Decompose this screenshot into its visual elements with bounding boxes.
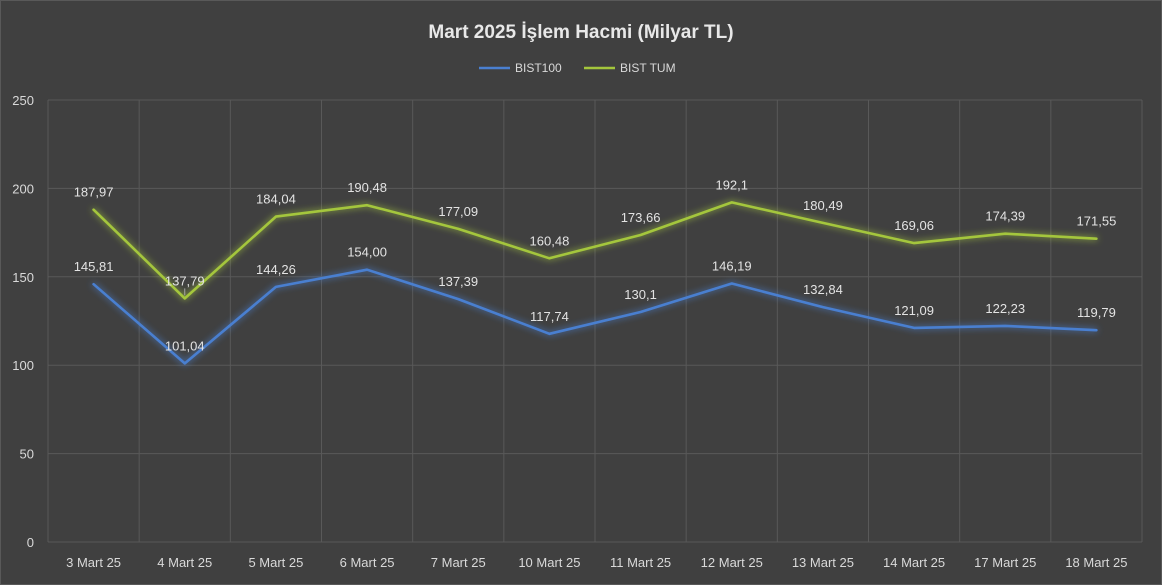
data-label: 169,06: [894, 218, 934, 233]
legend-label-1: BIST TUM: [620, 61, 676, 75]
data-label: 137,39: [438, 274, 478, 289]
x-tick-label: 6 Mart 25: [340, 555, 395, 570]
y-tick-label: 100: [12, 358, 34, 373]
x-axis: 3 Mart 25 4 Mart 25 5 Mart 25 6 Mart 25 7 Ma…: [66, 555, 1127, 570]
data-label: 119,79: [1077, 305, 1116, 320]
x-tick-label: 3 Mart 25: [66, 555, 121, 570]
y-tick-label: 200: [12, 181, 34, 196]
series-lines: [92, 201, 1098, 365]
x-tick-label: 17 Mart 25: [974, 555, 1036, 570]
x-tick-label: 11 Mart 25: [610, 555, 671, 570]
series-line-bist-tum: [92, 201, 1098, 300]
data-label: 121,09: [894, 303, 934, 318]
data-label: 132,84: [803, 282, 843, 297]
data-label: 122,23: [985, 301, 1025, 316]
x-tick-label: 7 Mart 25: [431, 555, 486, 570]
data-label: 180,49: [803, 198, 843, 213]
data-label: 171,55: [1077, 214, 1117, 229]
x-tick-label: 12 Mart 25: [701, 555, 763, 570]
data-labels: 145,81 101,04 144,26 154,00 137,39 117,74 130,…: [74, 177, 1117, 353]
gridlines: [47, 99, 1143, 543]
data-label: 146,19: [712, 259, 752, 274]
y-tick-label: 250: [12, 93, 34, 108]
x-tick-label: 14 Mart 25: [883, 555, 945, 570]
data-label: 137,79: [165, 273, 205, 288]
y-axis: 0 50 100 150 200 250: [12, 93, 34, 550]
data-label: 174,39: [985, 209, 1025, 224]
y-tick-label: 50: [20, 447, 34, 462]
x-tick-label: 18 Mart 25: [1065, 555, 1127, 570]
x-tick-label: 13 Mart 25: [792, 555, 854, 570]
data-label: 144,26: [256, 262, 296, 277]
data-label: 160,48: [530, 233, 570, 248]
data-label: 177,09: [438, 204, 478, 219]
chart-title: Mart 2025 İşlem Hacmi (Milyar TL): [428, 22, 733, 43]
data-label: 192,1: [715, 177, 748, 192]
legend-label-0: BIST100: [515, 61, 562, 75]
x-tick-label: 5 Mart 25: [248, 555, 303, 570]
x-tick-label: 4 Mart 25: [157, 555, 212, 570]
x-tick-label: 10 Mart 25: [518, 555, 580, 570]
data-label: 130,1: [624, 287, 657, 302]
data-label: 184,04: [256, 192, 296, 207]
data-label: 145,81: [74, 259, 114, 274]
data-label: 117,74: [530, 309, 569, 324]
legend: BIST100 BIST TUM: [479, 61, 676, 75]
data-label: 190,48: [347, 180, 387, 195]
series-line-bist100: [92, 268, 1098, 365]
data-label: 173,66: [621, 210, 661, 225]
data-label: 154,00: [347, 245, 387, 260]
y-tick-label: 0: [27, 535, 34, 550]
data-label: 187,97: [74, 185, 114, 200]
data-label: 101,04: [165, 338, 205, 353]
y-tick-label: 150: [12, 270, 34, 285]
